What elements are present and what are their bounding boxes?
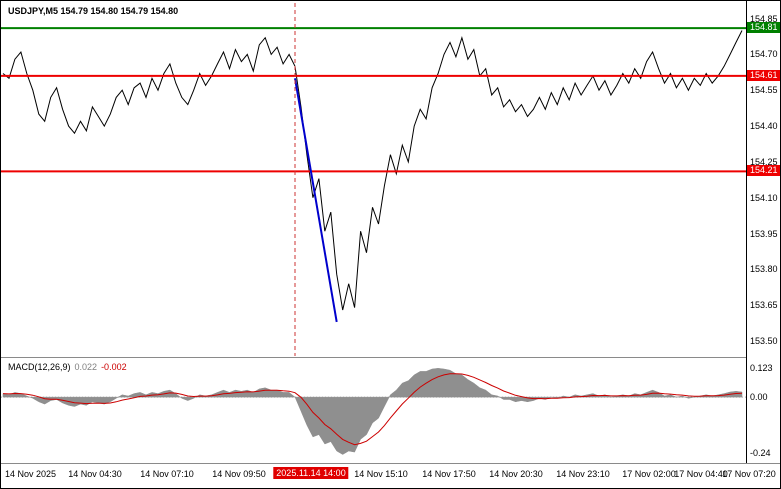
price-tick-label: 153.65 [750, 300, 778, 310]
macd-tick-label: -0.24 [750, 448, 771, 458]
time-label: 17 Nov 07:20 [722, 469, 776, 479]
macd-indicator-label: MACD(12,26,9) 0.022 -0.002 [8, 362, 127, 372]
time-label: 17 Nov 04:40 [674, 469, 728, 479]
time-label: 14 Nov 09:50 [212, 469, 266, 479]
current-price-badge: 154.81 [747, 22, 780, 33]
price-tick-label: 154.25 [750, 157, 778, 167]
macd-tick-label: 0.123 [750, 363, 773, 373]
price-tick-label: 153.80 [750, 264, 778, 274]
price-tick-label: 153.95 [750, 229, 778, 239]
time-label: 17 Nov 02:00 [622, 469, 676, 479]
selected-time-badge: 2025.11.14 14:00 [273, 467, 349, 479]
macd-signal-line [2, 373, 743, 446]
price-line [2, 30, 743, 311]
panel-separator-main-macd [1, 357, 780, 358]
time-axis: 14 Nov 2025 14 Nov 04:30 14 Nov 07:10 14 No… [1, 464, 780, 488]
panel-separator-macd-axis [1, 463, 780, 464]
macd-main-value: 0.022 [74, 362, 98, 372]
price-axis: 154.85 154.70 154.55 154.40 154.25 154.10 153.… [746, 1, 780, 463]
price-tick-label: 154.85 [750, 14, 778, 24]
macd-tick-label: 0.00 [750, 392, 768, 402]
macd-histogram [2, 368, 743, 455]
time-label: 14 Nov 2025 [5, 469, 57, 479]
price-tick-label: 153.50 [750, 336, 778, 346]
price-level-badge: 154.61 [747, 70, 780, 81]
trend-line [294, 78, 338, 323]
price-tick-label: 154.10 [750, 193, 778, 203]
time-label: 14 Nov 04:30 [68, 469, 122, 479]
time-label: 14 Nov 23:10 [556, 469, 610, 479]
price-chart-canvas[interactable] [1, 1, 746, 357]
price-level-badge: 154.21 [747, 165, 780, 176]
time-label: 14 Nov 17:50 [422, 469, 476, 479]
time-label: 14 Nov 07:10 [140, 469, 194, 479]
macd-name: MACD(12,26,9) [8, 362, 71, 372]
chart-symbol-title: USDJPY,M5 154.79 154.80 154.79 154.80 [8, 6, 179, 16]
macd-canvas[interactable] [1, 358, 746, 463]
price-tick-label: 154.55 [750, 85, 778, 95]
price-tick-label: 154.70 [750, 49, 778, 59]
time-label: 14 Nov 15:10 [354, 469, 408, 479]
price-tick-label: 154.40 [750, 121, 778, 131]
macd-signal-value: -0.002 [101, 362, 127, 372]
time-label: 14 Nov 20:30 [489, 469, 543, 479]
